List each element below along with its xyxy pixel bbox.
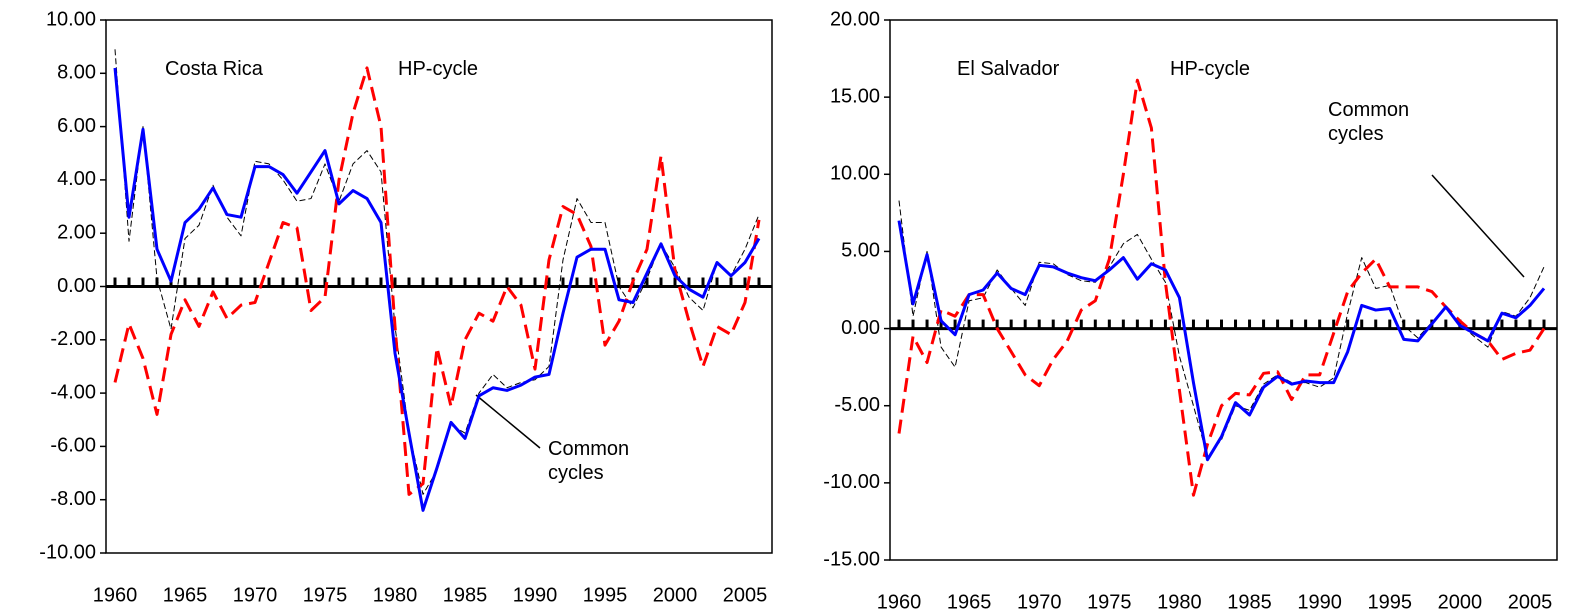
series-line [113,67,761,512]
y-tick-label: 2.00 [57,221,96,243]
annotation: Common cycles [548,438,630,484]
y-tick-label: 6.00 [57,115,96,137]
y-tick-label: -15.00 [823,548,880,570]
y-tick-label: -4.00 [50,381,96,403]
y-tick-label: 4.00 [57,168,96,190]
y-tick-label: 15.00 [830,85,880,107]
annotation: HP-cycle [1170,58,1251,80]
y-tick-label: -5.00 [834,394,880,416]
x-tick-label: 1965 [947,591,992,611]
y-tick-label: -10.00 [39,541,96,563]
annotation: El Salvador [957,58,1060,80]
y-tick-label: 0.00 [57,275,96,297]
series-line [897,78,1546,497]
y-tick-label: -10.00 [823,471,880,493]
x-tick-label: 1990 [513,584,558,606]
x-tick-label: 1990 [1297,591,1342,611]
plot-frame [889,19,1558,561]
x-tick-label: 2000 [1438,591,1483,611]
leader-line [1431,174,1525,278]
x-tick-label: 1975 [303,584,348,606]
annotation: Common cycles [1328,99,1410,145]
annotation: Costa Rica [165,58,263,80]
x-tick-label: 1960 [93,584,138,606]
y-tick-label: 0.00 [841,317,880,339]
y-tick-label: 8.00 [57,62,96,84]
y-tick-label: -6.00 [50,435,96,457]
y-tick-label: -2.00 [50,328,96,350]
series-line [113,66,761,496]
annotation: HP-cycle [398,58,479,80]
x-tick-label: 2005 [1508,591,1553,611]
x-tick-label: 1965 [163,584,208,606]
series-line [114,49,760,495]
y-tick-label: 20.00 [830,8,880,30]
x-tick-label: 2005 [723,584,768,606]
x-tick-label: 1970 [1017,591,1062,611]
x-tick-label: 1970 [233,584,278,606]
x-tick-label: 1985 [443,584,488,606]
y-tick-label: -8.00 [50,488,96,510]
x-tick-label: 1985 [1227,591,1272,611]
y-tick-label: 10.00 [830,163,880,185]
x-tick-label: 1975 [1087,591,1132,611]
x-tick-label: 2000 [653,584,698,606]
series-line [897,220,1546,462]
x-tick-label: 1995 [1368,591,1413,611]
leader-line [475,394,541,449]
y-tick-label: 5.00 [841,240,880,262]
x-tick-label: 1980 [1157,591,1202,611]
x-tick-label: 1960 [877,591,922,611]
x-tick-label: 1980 [373,584,418,606]
y-tick-label: 10.00 [46,8,96,30]
x-tick-label: 1995 [583,584,628,606]
